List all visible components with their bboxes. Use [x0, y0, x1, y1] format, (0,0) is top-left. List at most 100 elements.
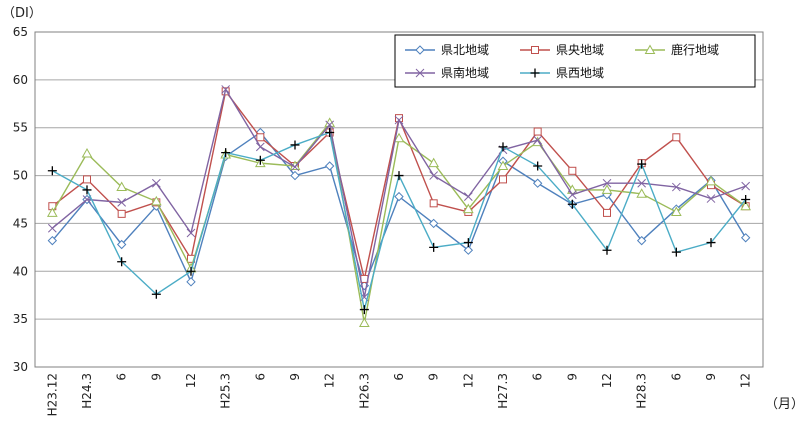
data-point	[530, 68, 540, 78]
data-point	[393, 132, 405, 143]
data-point	[637, 159, 647, 169]
x-tick-label: 6	[253, 373, 267, 381]
data-point	[463, 238, 473, 248]
y-tick-label: 60	[13, 73, 28, 87]
y-axis-ticks: 30 35 40 45 50 55 60 65	[13, 25, 28, 374]
legend-label: 県西地域	[556, 66, 604, 80]
data-point	[429, 199, 438, 208]
x-tick-label: 6	[531, 373, 545, 381]
data-point	[47, 235, 58, 246]
x-tick-label: H27.3	[496, 373, 510, 409]
data-point	[415, 45, 425, 55]
data-point	[221, 85, 231, 94]
data-point	[740, 200, 752, 211]
data-point	[394, 171, 404, 181]
data-point	[358, 317, 370, 327]
data-point	[186, 277, 196, 287]
legend-item: 鹿行地域	[635, 42, 719, 57]
data-point	[706, 238, 716, 248]
legend-item: 県南地域	[405, 65, 489, 80]
x-tick-label: 6	[392, 373, 406, 381]
data-point	[117, 198, 127, 207]
data-point	[463, 192, 473, 201]
y-tick-label: 40	[13, 264, 28, 278]
data-point	[740, 233, 751, 243]
data-point	[428, 218, 439, 229]
x-tick-label: 6	[115, 373, 129, 381]
data-point	[741, 181, 751, 191]
legend-item: 県北地域	[405, 43, 489, 57]
data-point	[428, 157, 440, 168]
data-point	[186, 228, 196, 238]
data-point	[324, 161, 335, 171]
data-point	[671, 182, 681, 192]
data-point	[602, 178, 612, 188]
x-tick-label: 9	[149, 373, 163, 381]
data-point	[151, 289, 161, 299]
data-point	[81, 148, 93, 158]
data-point	[359, 305, 369, 315]
data-point	[498, 142, 508, 152]
data-point	[532, 178, 543, 188]
data-point	[290, 140, 300, 150]
legend-label: 県央地域	[556, 43, 604, 57]
data-point	[499, 175, 507, 184]
legend-label: 県南地域	[441, 65, 489, 80]
data-point	[256, 133, 265, 142]
x-tick-label: 12	[739, 373, 753, 388]
data-point	[47, 223, 57, 233]
series-5	[47, 128, 751, 315]
series-3	[46, 117, 752, 327]
data-point	[644, 44, 656, 54]
y-tick-label: 30	[13, 360, 28, 374]
data-point	[290, 162, 300, 172]
data-point	[705, 175, 717, 186]
x-tick-label: 9	[565, 373, 579, 381]
data-point	[636, 235, 647, 246]
plot-frame	[34, 31, 764, 368]
data-point	[394, 115, 404, 125]
x-tick-label: H28.3	[635, 373, 649, 409]
data-point	[637, 178, 647, 188]
data-point	[671, 247, 681, 257]
y-tick-label: 35	[13, 312, 28, 326]
data-point	[463, 245, 474, 255]
data-point	[672, 133, 681, 142]
data-point	[462, 203, 474, 214]
data-point	[601, 184, 613, 194]
data-point	[255, 142, 265, 152]
legend-box	[394, 34, 756, 88]
data-point	[415, 68, 425, 78]
data-point	[46, 207, 58, 217]
series-1	[47, 127, 751, 291]
data-point	[567, 199, 577, 209]
y-tick-label: 50	[13, 169, 28, 183]
data-point	[741, 195, 751, 204]
data-point	[636, 188, 648, 198]
data-point	[325, 128, 335, 137]
x-axis-ticks: H23.12 H24.3 6 9 12 H25.3 6 9 12 H26.3 6 9 12 H27.3 6 9…	[45, 373, 752, 416]
legend-item: 県央地域	[520, 43, 604, 57]
x-tick-label: 9	[288, 373, 302, 381]
data-point	[497, 160, 509, 170]
data-point	[394, 191, 404, 202]
data-point	[186, 266, 196, 276]
x-tick-label: H24.3	[80, 373, 94, 409]
x-tick-label: 9	[704, 373, 718, 381]
data-point	[533, 135, 543, 145]
data-point	[221, 148, 231, 158]
data-point	[150, 195, 162, 206]
x-tick-label: H25.3	[219, 373, 233, 409]
x-tick-label: 6	[669, 373, 683, 381]
data-point	[83, 175, 91, 184]
data-point	[531, 46, 539, 54]
data-point	[602, 245, 612, 255]
data-point	[117, 257, 127, 267]
series-lines	[46, 85, 752, 327]
legend-item: 県西地域	[520, 66, 604, 80]
data-point	[429, 171, 439, 180]
series-line	[51, 131, 747, 310]
x-tick-label: H23.12	[45, 373, 59, 416]
